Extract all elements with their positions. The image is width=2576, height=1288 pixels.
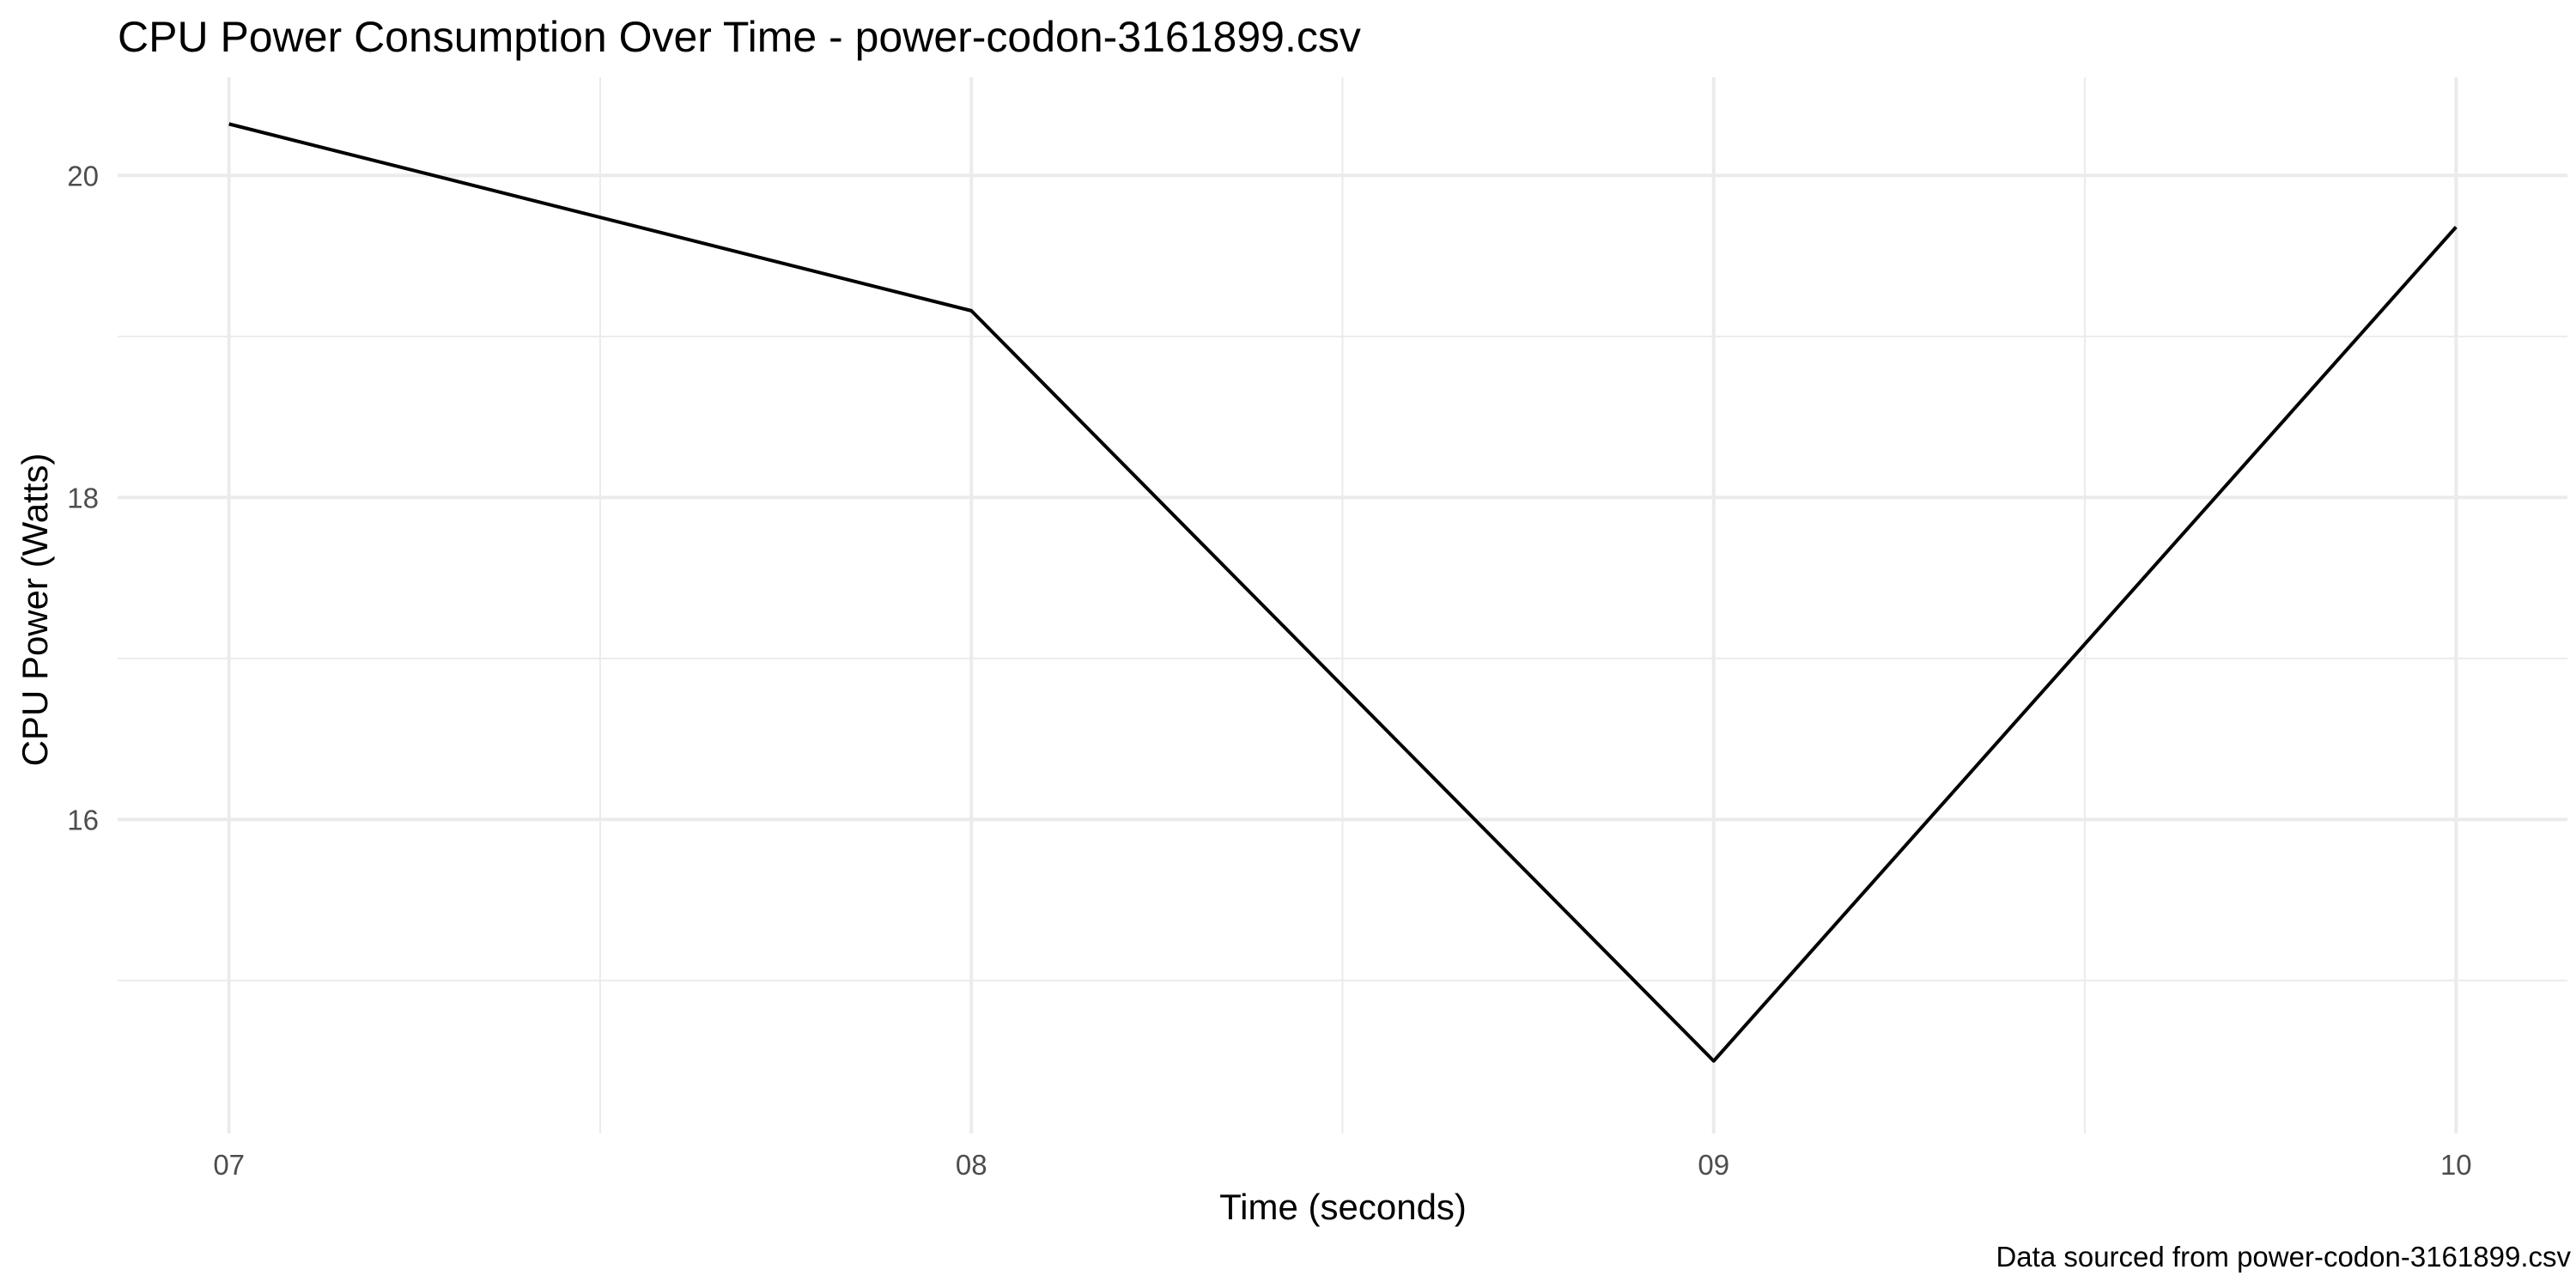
major-gridlines xyxy=(118,77,2567,1133)
chart-title: CPU Power Consumption Over Time - power-… xyxy=(118,13,1361,61)
data-series xyxy=(228,122,2458,1063)
x-tick-label: 08 xyxy=(956,1149,987,1181)
x-tick-label: 07 xyxy=(213,1149,245,1181)
cpu-power-line xyxy=(228,122,2458,1063)
x-tick-label: 09 xyxy=(1698,1149,1729,1181)
minor-gridlines xyxy=(118,77,2567,1133)
y-axis-tick-labels: 16 18 20 xyxy=(67,160,99,835)
y-axis-title: CPU Power (Watts) xyxy=(15,453,55,767)
y-tick-label: 18 xyxy=(67,482,99,513)
data-source-caption: Data sourced from power-codon-3161899.cs… xyxy=(1996,1241,2571,1273)
x-tick-label: 10 xyxy=(2440,1149,2472,1181)
x-axis-tick-labels: 07 08 09 10 xyxy=(213,1149,2471,1181)
y-tick-label: 16 xyxy=(67,804,99,835)
x-axis-title: Time (seconds) xyxy=(1219,1187,1467,1227)
y-tick-label: 20 xyxy=(67,160,99,191)
